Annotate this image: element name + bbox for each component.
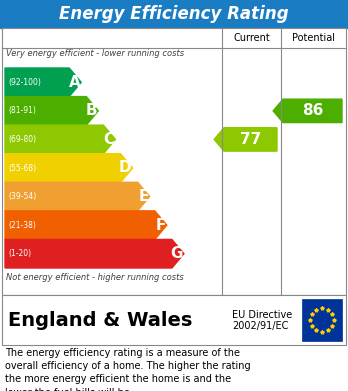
Text: The energy efficiency rating is a measure of the
overall efficiency of a home. T: The energy efficiency rating is a measur… <box>5 348 251 391</box>
Text: England & Wales: England & Wales <box>8 310 192 330</box>
Polygon shape <box>273 99 342 122</box>
Text: C: C <box>103 132 114 147</box>
Polygon shape <box>214 128 277 151</box>
Text: Current: Current <box>233 33 270 43</box>
Polygon shape <box>5 68 81 97</box>
Text: 2002/91/EC: 2002/91/EC <box>232 321 288 331</box>
Text: 86: 86 <box>302 103 323 118</box>
Text: (1-20): (1-20) <box>8 249 31 258</box>
Text: D: D <box>119 160 132 176</box>
Text: Energy Efficiency Rating: Energy Efficiency Rating <box>59 5 289 23</box>
Polygon shape <box>5 182 150 211</box>
Text: A: A <box>69 75 80 90</box>
Text: E: E <box>138 189 149 204</box>
Text: (81-91): (81-91) <box>8 106 36 115</box>
Bar <box>302 299 342 341</box>
Bar <box>2 28 346 295</box>
Polygon shape <box>5 125 116 154</box>
Text: 77: 77 <box>240 132 261 147</box>
Text: G: G <box>171 246 183 261</box>
Text: (69-80): (69-80) <box>8 135 36 144</box>
Text: Not energy efficient - higher running costs: Not energy efficient - higher running co… <box>6 273 184 283</box>
Text: (39-54): (39-54) <box>8 192 36 201</box>
Polygon shape <box>5 154 133 182</box>
Text: (55-68): (55-68) <box>8 163 36 172</box>
Polygon shape <box>5 239 184 268</box>
Polygon shape <box>5 97 98 125</box>
Text: (92-100): (92-100) <box>8 78 41 87</box>
Polygon shape <box>5 211 167 239</box>
Bar <box>0 0 348 28</box>
Text: (21-38): (21-38) <box>8 221 36 230</box>
Bar <box>2 295 346 345</box>
Text: B: B <box>86 103 97 118</box>
Text: F: F <box>156 218 166 233</box>
Text: Very energy efficient - lower running costs: Very energy efficient - lower running co… <box>6 50 184 59</box>
Text: EU Directive: EU Directive <box>232 310 292 320</box>
Text: Potential: Potential <box>292 33 335 43</box>
